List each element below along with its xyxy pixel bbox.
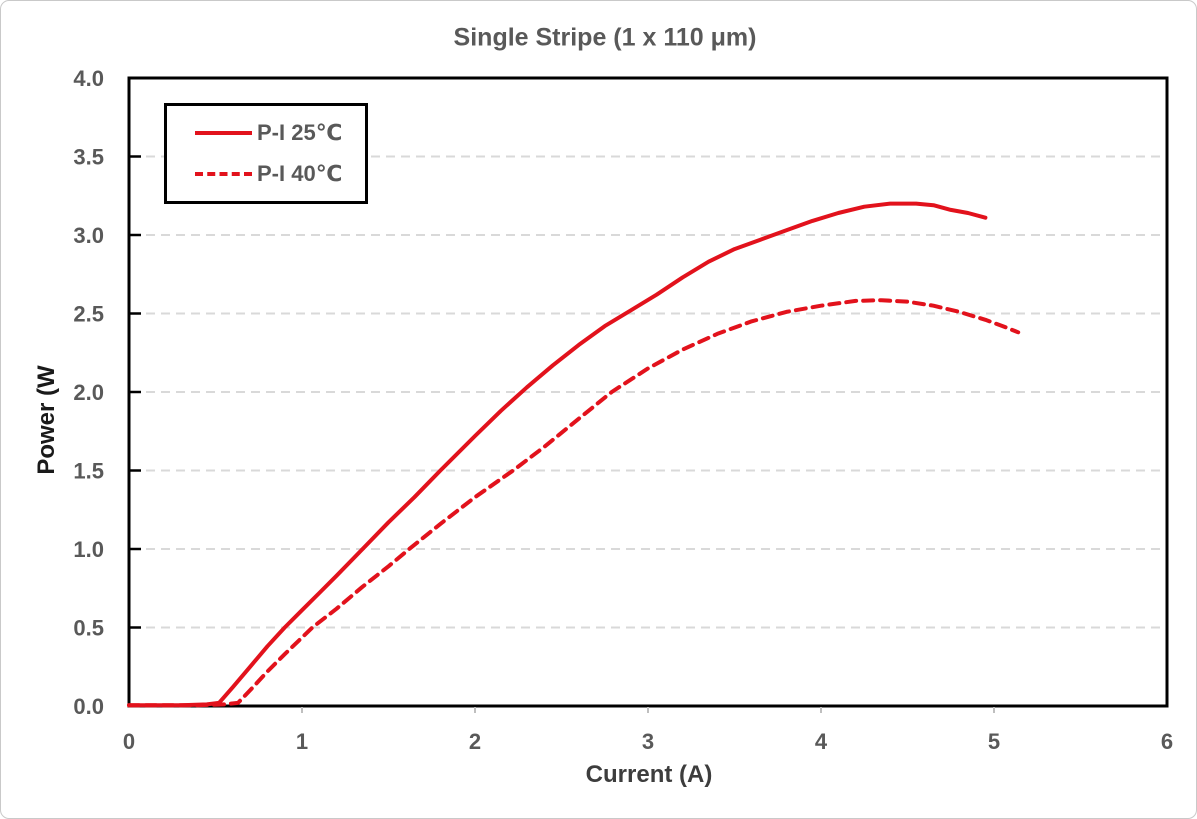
y-tick-label: 2.0 (73, 380, 104, 405)
solid-line-swatch-icon (195, 130, 252, 135)
y-tick-label: 1.5 (73, 459, 104, 484)
x-axis-title: Current (A) (585, 761, 713, 788)
x-tick-label: 2 (469, 729, 481, 754)
chart-title: Single Stripe (1 x 110 μm) (453, 23, 757, 52)
x-tick-label: 0 (123, 729, 135, 754)
series-curve-25c (127, 201, 988, 708)
y-tick-label: 2.5 (73, 302, 104, 327)
y-tick-label: 0.5 (73, 616, 104, 641)
x-tick-label: 3 (642, 729, 654, 754)
y-tick-label: 1.0 (73, 537, 104, 562)
y-tick-label: 3.0 (73, 223, 104, 248)
legend-item-25c: P-I 25℃ (195, 120, 365, 146)
legend-label-25c: P-I 25℃ (257, 119, 343, 145)
series-curve-40c (127, 298, 1021, 708)
x-tick-label: 4 (815, 729, 828, 754)
x-tick-label: 6 (1161, 729, 1173, 754)
legend-label-40c: P-I 40℃ (257, 161, 343, 187)
y-tick-label: 4.0 (73, 66, 104, 91)
x-tick-label: 1 (296, 729, 308, 754)
x-tick-label: 5 (988, 729, 1000, 754)
dashed-line-swatch-icon (195, 172, 252, 177)
legend: P-I 25℃ P-I 40℃ (164, 103, 368, 204)
y-tick-label: 0.0 (73, 694, 104, 719)
y-tick-label: 3.5 (73, 145, 104, 170)
legend-item-40c: P-I 40℃ (195, 161, 365, 187)
